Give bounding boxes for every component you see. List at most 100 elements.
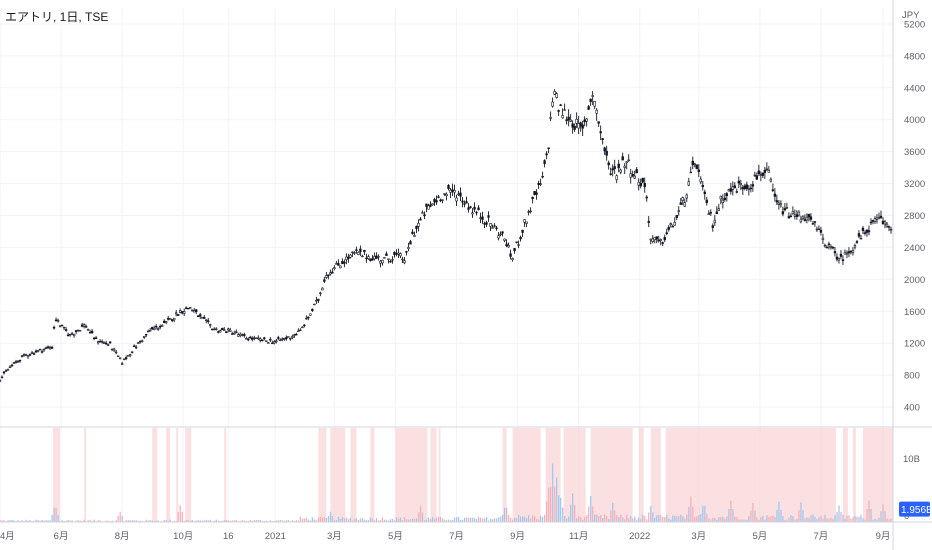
candle[interactable]: [543, 159, 546, 168]
candle[interactable]: [401, 256, 404, 263]
candle[interactable]: [655, 236, 658, 244]
candle[interactable]: [421, 210, 424, 214]
candle[interactable]: [617, 159, 620, 173]
candle[interactable]: [633, 170, 636, 180]
candle[interactable]: [243, 332, 246, 338]
candle[interactable]: [497, 231, 500, 241]
candle[interactable]: [729, 182, 733, 195]
candle[interactable]: [10, 363, 14, 368]
candle[interactable]: [613, 159, 616, 174]
candle[interactable]: [325, 271, 328, 279]
candle[interactable]: [811, 221, 815, 225]
candle[interactable]: [755, 172, 759, 181]
candle[interactable]: [265, 340, 268, 343]
candle[interactable]: [605, 145, 608, 161]
candle[interactable]: [130, 351, 134, 354]
candle[interactable]: [30, 350, 34, 354]
candle[interactable]: [42, 348, 46, 352]
candle[interactable]: [611, 164, 614, 177]
candle[interactable]: [273, 340, 276, 345]
candle[interactable]: [501, 231, 504, 237]
candle[interactable]: [309, 313, 312, 316]
candle[interactable]: [441, 199, 444, 204]
candle[interactable]: [245, 336, 248, 340]
candle[interactable]: [311, 308, 314, 313]
candle[interactable]: [867, 225, 871, 236]
candle[interactable]: [443, 193, 446, 196]
candle[interactable]: [511, 257, 514, 262]
candle[interactable]: [627, 154, 630, 162]
candle[interactable]: [132, 344, 136, 347]
candle[interactable]: [783, 203, 787, 212]
candle[interactable]: [353, 251, 356, 255]
candle[interactable]: [535, 189, 538, 200]
candle[interactable]: [427, 203, 430, 210]
candle[interactable]: [873, 216, 877, 224]
candle[interactable]: [435, 195, 438, 205]
candle[interactable]: [841, 255, 845, 266]
candle[interactable]: [575, 112, 578, 128]
candle[interactable]: [563, 103, 566, 111]
candle[interactable]: [831, 246, 835, 250]
candle[interactable]: [4, 369, 8, 372]
candle[interactable]: [495, 225, 498, 231]
candle[interactable]: [355, 246, 358, 254]
candle[interactable]: [413, 231, 416, 237]
candle[interactable]: [249, 335, 252, 339]
candle[interactable]: [38, 348, 42, 351]
candle[interactable]: [553, 89, 556, 96]
candle[interactable]: [883, 219, 887, 229]
candle[interactable]: [337, 259, 340, 266]
candle[interactable]: [271, 340, 274, 345]
candle[interactable]: [323, 276, 326, 284]
candle[interactable]: [84, 324, 88, 328]
candle[interactable]: [809, 213, 813, 222]
candle[interactable]: [112, 347, 116, 353]
candle[interactable]: [683, 198, 686, 208]
candle[interactable]: [391, 256, 394, 264]
candle[interactable]: [399, 252, 402, 259]
candle[interactable]: [839, 250, 843, 259]
candle[interactable]: [285, 335, 288, 341]
candle[interactable]: [156, 327, 160, 331]
price-candles[interactable]: [0, 89, 893, 383]
candle[interactable]: [319, 291, 322, 297]
candle[interactable]: [36, 349, 40, 353]
candle[interactable]: [317, 298, 320, 304]
candle[interactable]: [715, 206, 719, 215]
candle[interactable]: [177, 314, 180, 316]
candle[interactable]: [517, 240, 520, 249]
candle[interactable]: [515, 241, 518, 244]
candle[interactable]: [825, 245, 829, 249]
candle[interactable]: [343, 259, 346, 268]
candle[interactable]: [106, 343, 110, 347]
candle[interactable]: [6, 368, 10, 371]
candle[interactable]: [389, 259, 392, 263]
candle[interactable]: [12, 361, 16, 364]
candle[interactable]: [807, 213, 811, 222]
candle[interactable]: [801, 215, 805, 221]
candle[interactable]: [437, 194, 440, 199]
candle[interactable]: [52, 325, 56, 330]
candle[interactable]: [489, 223, 492, 231]
candle[interactable]: [267, 342, 270, 344]
candle[interactable]: [78, 330, 82, 332]
candle[interactable]: [661, 241, 664, 247]
candle[interactable]: [837, 257, 841, 264]
candle[interactable]: [573, 123, 576, 132]
candle[interactable]: [851, 247, 855, 256]
candle[interactable]: [459, 187, 462, 202]
candle[interactable]: [24, 353, 28, 356]
candle[interactable]: [739, 179, 743, 191]
candle[interactable]: [737, 176, 741, 189]
candle[interactable]: [725, 192, 729, 202]
candle[interactable]: [100, 339, 104, 344]
candle[interactable]: [411, 229, 414, 235]
candle[interactable]: [387, 258, 390, 264]
candle[interactable]: [297, 328, 300, 333]
candle[interactable]: [695, 164, 698, 170]
candle[interactable]: [247, 337, 250, 342]
candle[interactable]: [371, 254, 374, 261]
candle[interactable]: [503, 238, 506, 243]
candle[interactable]: [581, 120, 584, 136]
